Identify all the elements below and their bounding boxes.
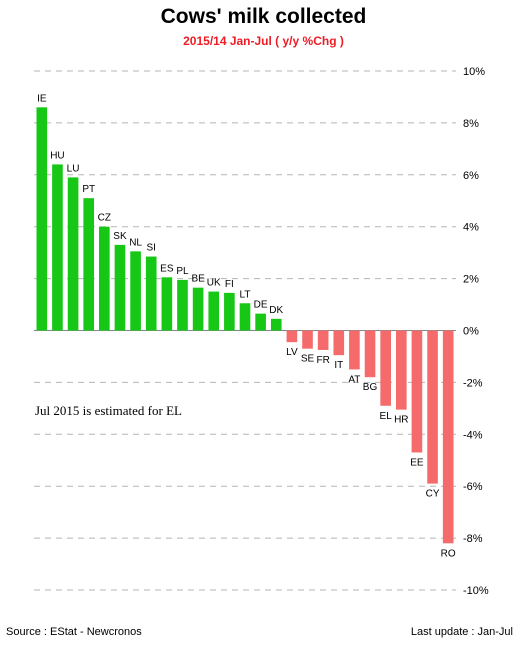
bar-label-nl: NL [129, 237, 142, 248]
bar-fi [224, 292, 235, 331]
bar-label-pl: PL [176, 266, 189, 277]
bar-label-el: EL [380, 411, 393, 422]
bar-label-lu: LU [67, 163, 80, 174]
bar-hr [395, 330, 407, 410]
last-update-text: Last update : Jan-Jul [410, 626, 513, 638]
estimate-note: Jul 2015 is estimated for EL [35, 403, 182, 418]
bar-label-cy: CY [426, 489, 440, 500]
bar-fr [317, 330, 329, 350]
y-tick-label: -8% [463, 533, 483, 545]
bars [36, 107, 454, 544]
bar-ee [411, 330, 423, 453]
bar-label-fi: FI [225, 279, 234, 290]
bar-label-be: BE [191, 274, 205, 285]
bar-hu [52, 164, 63, 331]
bar-si [145, 256, 157, 331]
bar-ro [442, 330, 454, 544]
y-tick-label: 0% [463, 326, 479, 338]
bar-label-dk: DK [269, 305, 283, 316]
y-tick-label: 2% [463, 274, 479, 286]
chart-subtitle: 2015/14 Jan-Jul ( y/y %Chg ) [183, 34, 344, 48]
bar-ie [36, 107, 48, 331]
bar-label-bg: BG [363, 382, 378, 393]
bar-sk [114, 244, 126, 331]
y-tick-label: 4% [463, 222, 479, 234]
y-tick-label: -10% [463, 585, 489, 597]
bar-dk [270, 318, 282, 331]
bar-label-ro: RO [441, 548, 456, 559]
bar-label-es: ES [160, 263, 174, 274]
y-tick-label: 10% [463, 66, 485, 78]
bar-label-at: AT [348, 374, 360, 385]
bar-it [333, 330, 345, 356]
bar-el [380, 330, 391, 406]
bar-label-cz: CZ [98, 213, 111, 224]
bar-label-lv: LV [286, 347, 298, 358]
bar-pt [83, 198, 95, 331]
bar-pl [177, 279, 188, 331]
bar-se [302, 330, 313, 349]
bar-label-se: SE [301, 354, 315, 365]
bar-label-hr: HR [394, 415, 408, 426]
chart-title: Cows' milk collected [160, 5, 367, 28]
bar-label-it: IT [334, 360, 343, 371]
bar-label-fr: FR [316, 355, 329, 366]
bar-label-lt: LT [240, 289, 251, 300]
bar-label-uk: UK [207, 278, 221, 289]
bar-label-si: SI [146, 243, 155, 254]
bar-bg [364, 330, 376, 378]
bar-at [349, 330, 360, 370]
y-tick-label: 6% [463, 170, 479, 182]
y-tick-label: -4% [463, 429, 483, 441]
bar-label-pt: PT [82, 184, 95, 195]
bar-label-sk: SK [113, 231, 127, 242]
bar-label-ie: IE [37, 93, 47, 104]
y-tick-label: -6% [463, 481, 483, 493]
bar-lu [67, 177, 79, 331]
bar-label-hu: HU [50, 150, 64, 161]
bar-uk [208, 291, 220, 331]
bar-cy [427, 330, 438, 484]
bar-es [161, 277, 173, 331]
bar-cz [99, 226, 110, 331]
bar-be [192, 287, 204, 331]
bar-lv [286, 330, 298, 343]
bar-nl [130, 251, 141, 331]
y-tick-label: 8% [463, 118, 479, 130]
y-tick-label: -2% [463, 377, 483, 389]
bar-label-ee: EE [410, 457, 424, 468]
source-text: Source : EStat - Newcronos [6, 626, 142, 638]
y-axis: 10% 8% 6% 4% 2% 0% -2% -4% -6% -8% -10% [463, 66, 489, 597]
bar-de [255, 313, 266, 331]
bar-lt [239, 303, 251, 331]
bar-label-de: DE [254, 300, 268, 311]
